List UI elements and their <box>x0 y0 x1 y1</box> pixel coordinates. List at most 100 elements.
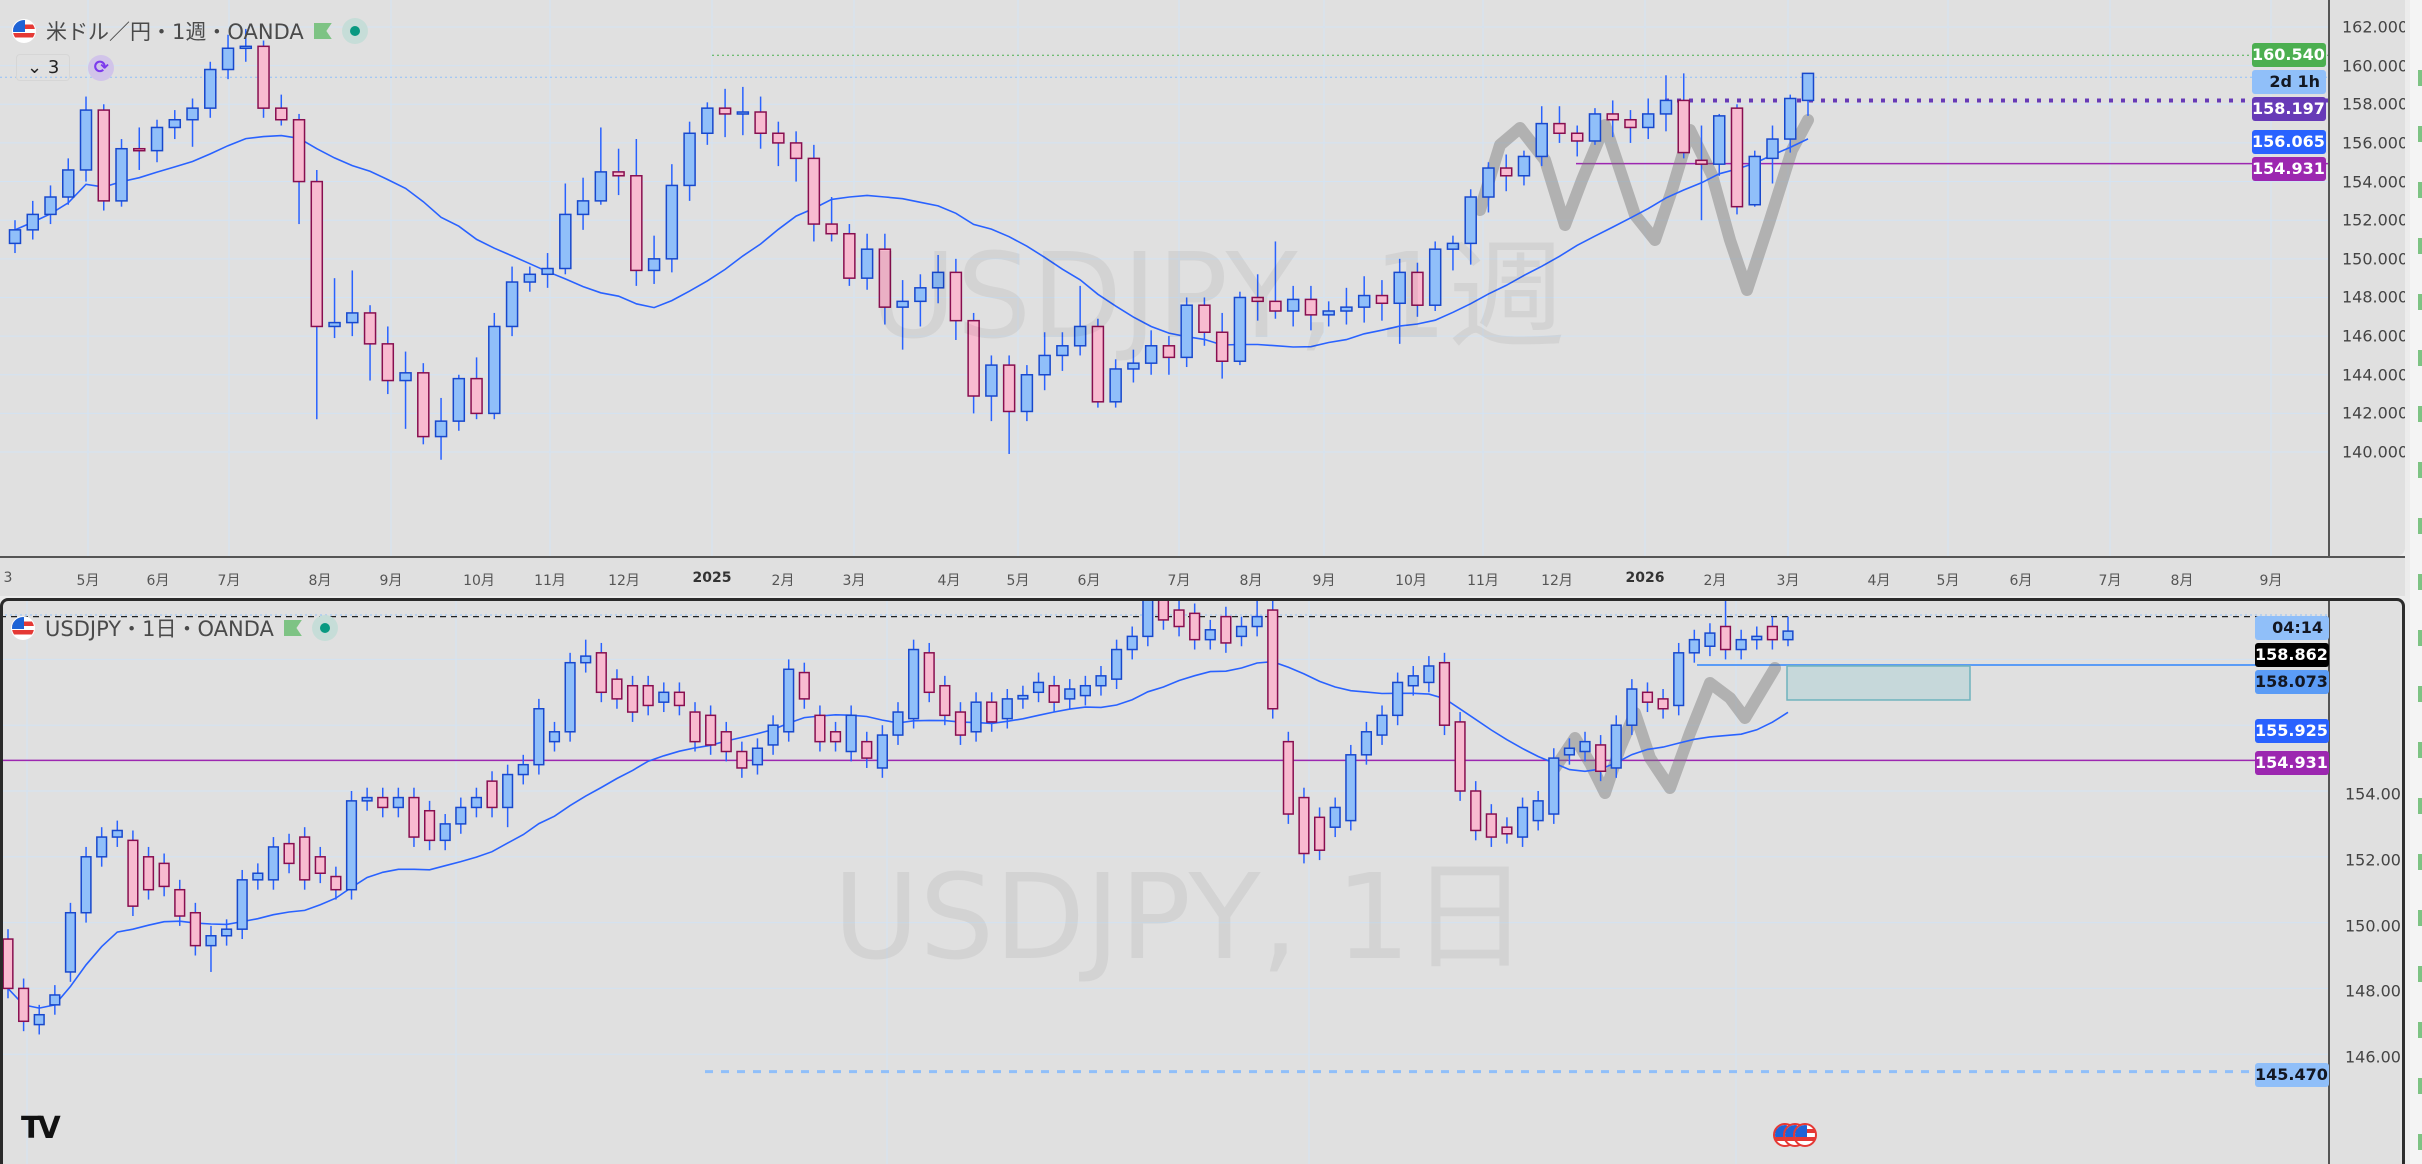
price-tick-label: 162.000 <box>2342 17 2405 37</box>
moving-average-line <box>14 134 1809 348</box>
bullish-candle <box>1783 97 1797 140</box>
us-flag-icon[interactable] <box>1793 1123 1817 1147</box>
toolbar-marker <box>2418 70 2422 86</box>
bearish-candle <box>486 780 498 809</box>
bearish-candle <box>1091 325 1105 403</box>
daily-legend[interactable]: USDJPY・1日・OANDA <box>11 613 338 643</box>
bullish-candle <box>1032 681 1045 694</box>
bullish-candle <box>150 126 164 152</box>
bullish-candle <box>1357 294 1371 308</box>
bullish-candle <box>1446 242 1460 250</box>
time-axis-label: 11月 <box>534 573 566 589</box>
bearish-candle <box>381 343 395 382</box>
bullish-candle <box>931 271 945 289</box>
bullish-candle <box>1142 601 1154 638</box>
bullish-candle <box>1204 629 1216 641</box>
bullish-candle <box>79 109 93 171</box>
toolbar-marker <box>2418 742 2422 758</box>
bearish-candle <box>1002 364 1016 413</box>
price-tick-label: 148.000 <box>2342 287 2405 307</box>
price-tick-label: 150.000 <box>2342 249 2405 269</box>
green-flag-icon[interactable] <box>283 620 302 636</box>
bullish-candle <box>434 420 448 438</box>
bullish-candle <box>1111 648 1123 680</box>
bearish-candle <box>189 911 201 947</box>
time-axis-label: 5月 <box>76 573 100 589</box>
bullish-candle <box>64 911 77 973</box>
bearish-candle <box>939 684 951 717</box>
toolbar-marker <box>2418 574 2422 590</box>
price-label[interactable]: 145.470 <box>2255 1062 2329 1087</box>
bearish-candle <box>986 701 998 723</box>
time-axis-label: 9月 <box>1312 573 1336 589</box>
time-axis-label: 2025 <box>692 570 732 586</box>
price-label[interactable]: 156.065 <box>2252 129 2326 154</box>
price-label[interactable]: 158.862 <box>2255 642 2329 667</box>
indicators-collapse-button[interactable]: ⌄ 3 <box>16 54 71 81</box>
weekly-chart-pane[interactable]: USDJPY, 1週 米ドル／円・1週・OANDA ⌄ 3 ⟳ 162.000 1… <box>0 0 2405 556</box>
bullish-candle <box>1329 806 1341 828</box>
sync-icon[interactable]: ⟳ <box>88 54 115 81</box>
price-label[interactable]: 158.073 <box>2255 669 2329 694</box>
weekly-symbol-title[interactable]: 米ドル／円・1週・OANDA <box>46 20 304 44</box>
tradingview-logo-icon[interactable]: TV <box>21 1111 61 1146</box>
daily-chart-canvas[interactable] <box>0 598 2405 1164</box>
bearish-candle <box>1313 816 1326 851</box>
bearish-candle <box>736 750 748 769</box>
bullish-candle <box>1286 298 1300 312</box>
price-label[interactable]: 160.540 <box>2252 43 2326 68</box>
price-label[interactable]: 155.925 <box>2255 718 2329 743</box>
bearish-candle <box>718 107 732 115</box>
bearish-candle <box>470 377 483 415</box>
toolbar-marker <box>2418 630 2422 646</box>
bullish-candle <box>845 714 857 753</box>
bullish-candle <box>523 273 537 283</box>
price-label[interactable]: 04:14 <box>2255 615 2329 640</box>
time-axis[interactable]: 3 5月 6月 7月 8月 9月 10月 11月 12月 2025 2月 3月 4月 5月 6月 7月 8月 9月… <box>0 556 2405 596</box>
time-axis-label: 12月 <box>608 573 640 589</box>
time-axis-label: 7月 <box>1167 573 1191 589</box>
price-label[interactable]: 154.931 <box>2252 156 2326 181</box>
bullish-candle <box>658 691 670 703</box>
price-tick-label: 148.000 <box>2345 981 2405 1001</box>
bullish-candle <box>1748 155 1761 206</box>
bearish-candle <box>814 714 826 743</box>
bullish-candle <box>346 312 359 324</box>
rectangle-zone <box>1786 665 1971 701</box>
bullish-candle <box>1251 615 1263 628</box>
us-flag-icon <box>11 616 35 640</box>
price-label[interactable]: 154.931 <box>2255 751 2329 776</box>
bearish-candle <box>257 45 270 109</box>
weekly-chart-canvas[interactable] <box>0 0 2405 556</box>
green-flag-icon[interactable] <box>313 23 332 39</box>
economic-events-icon[interactable] <box>1773 1123 1817 1147</box>
time-axis-label: 11月 <box>1467 573 1499 589</box>
time-axis-label: 6月 <box>2009 573 2033 589</box>
bearish-candle <box>673 691 685 707</box>
bearish-candle <box>127 839 139 907</box>
toolbar-marker <box>2418 798 2422 814</box>
bearish-candle <box>417 372 430 438</box>
bearish-candle <box>1251 296 1264 303</box>
bullish-candle <box>783 668 795 733</box>
bearish-candle <box>630 175 643 272</box>
price-label[interactable]: 158.197 <box>2252 97 2326 122</box>
price-label[interactable]: 2d 1h <box>2252 70 2326 95</box>
bullish-candle <box>548 731 561 743</box>
daily-chart-pane[interactable]: USDJPY, 1日 USDJPY・1日・OANDA TV 154.000 152… <box>0 598 2405 1164</box>
bearish-candle <box>825 223 838 235</box>
bullish-candle <box>455 806 467 825</box>
bullish-candle <box>452 377 466 422</box>
time-axis-label: 6月 <box>146 573 170 589</box>
weekly-legend[interactable]: 米ドル／円・1週・OANDA <box>12 16 368 46</box>
bullish-candle <box>1548 757 1560 815</box>
bullish-candle <box>970 701 982 733</box>
market-open-dot-icon <box>341 18 368 44</box>
daily-symbol-title[interactable]: USDJPY・1日・OANDA <box>45 617 274 641</box>
bearish-candle <box>1157 601 1170 621</box>
bullish-candle <box>1095 675 1107 687</box>
bullish-candle <box>1563 747 1575 756</box>
toolbar-marker <box>2418 406 2422 422</box>
bearish-candle <box>1499 167 1513 177</box>
bullish-candle <box>1233 296 1247 362</box>
